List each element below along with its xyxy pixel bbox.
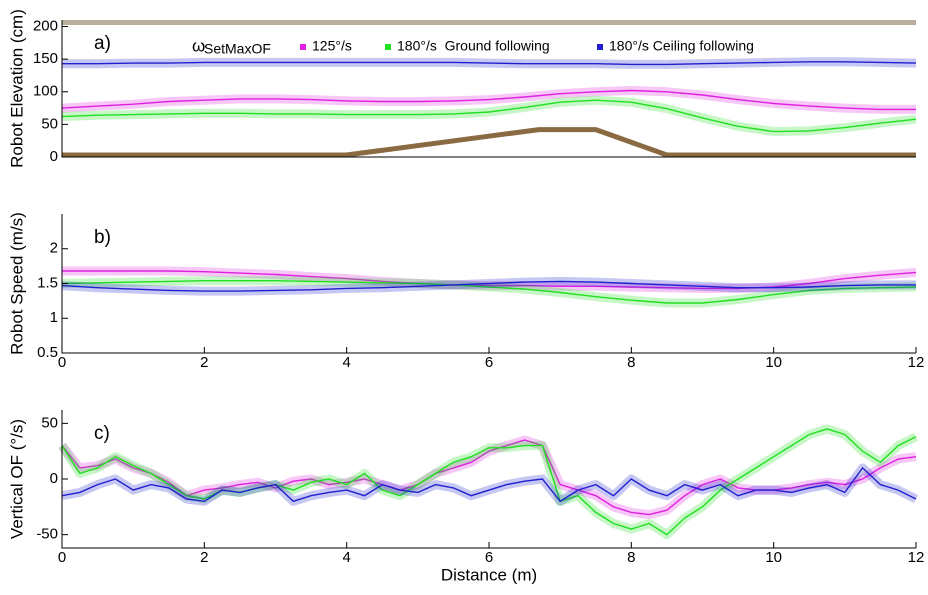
x-tick-label: 6 <box>485 354 493 371</box>
y-axis-label: Vertical OF (°/s) <box>7 419 26 539</box>
legend-label: 125°/s <box>312 38 352 54</box>
y-tick-label: 0 <box>50 148 58 165</box>
legend-subscript: SetMaxOF <box>204 41 271 57</box>
terrain <box>62 127 916 158</box>
legend-swatch <box>597 44 603 50</box>
y-tick-label: 100 <box>33 83 58 100</box>
y-tick-label: 0 <box>50 470 58 487</box>
y-tick-label: 0.5 <box>37 344 58 361</box>
y-tick-label: 150 <box>33 50 58 67</box>
x-tick-label: 8 <box>627 549 635 566</box>
panel-label: c) <box>94 423 110 444</box>
legend-label: 180°/s Ceiling following <box>609 38 754 54</box>
series-line <box>62 61 917 66</box>
x-tick-label: 12 <box>908 354 925 371</box>
y-tick-label: 2 <box>50 240 58 257</box>
x-tick-label: 6 <box>485 549 493 566</box>
x-tick-label: 4 <box>342 549 350 566</box>
legend-swatch <box>385 44 391 50</box>
series-line <box>61 280 917 304</box>
panel-label: a) <box>94 33 111 54</box>
panel-label: b) <box>94 227 111 248</box>
y-axis-label: Robot Speed (m/s) <box>7 212 26 355</box>
series-line <box>61 99 917 133</box>
x-tick-label: 0 <box>58 549 66 566</box>
x-tick-label: 2 <box>200 354 208 371</box>
series-line <box>61 280 916 292</box>
x-tick-label: 0 <box>58 354 66 371</box>
y-tick-label: 50 <box>41 115 58 132</box>
axes <box>61 410 916 549</box>
legend-swatch <box>300 44 306 50</box>
series-line <box>61 89 916 111</box>
x-tick-label: 4 <box>342 354 350 371</box>
y-tick-label: 1.5 <box>37 274 58 291</box>
confidence-band <box>58 424 919 540</box>
legend-title: ω <box>192 36 205 55</box>
x-axis-label: Distance (m) <box>441 565 537 584</box>
ceiling-strip <box>62 20 916 25</box>
series-line <box>61 428 917 536</box>
y-axis-label: Robot Elevation (cm) <box>7 9 26 168</box>
y-tick-label: -50 <box>36 526 58 543</box>
x-tick-label: 10 <box>765 549 782 566</box>
legend-label: 180°/s Ground following <box>397 38 550 54</box>
x-tick-label: 10 <box>765 354 782 371</box>
y-tick-label: 50 <box>41 414 58 431</box>
x-tick-label: 8 <box>627 354 635 371</box>
y-tick-label: 1 <box>50 309 58 326</box>
x-tick-label: 12 <box>908 549 925 566</box>
series-line <box>61 466 917 503</box>
x-tick-label: 2 <box>200 549 208 566</box>
y-tick-label: 200 <box>33 17 58 34</box>
